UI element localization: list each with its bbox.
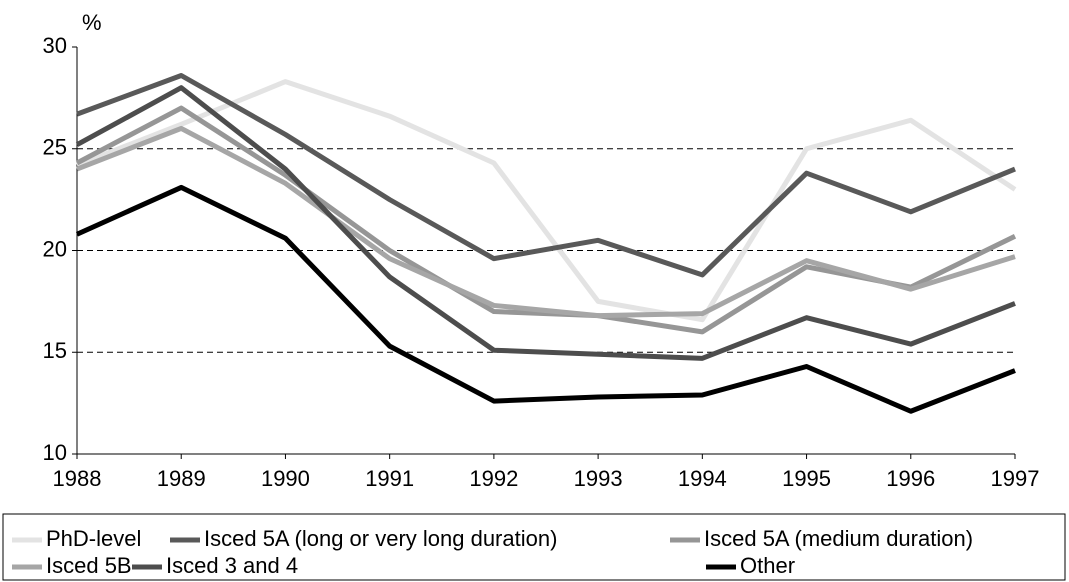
series-line xyxy=(75,85,1016,361)
legend-label: Isced 5A (long or very long duration) xyxy=(204,526,557,551)
legend-label: Isced 5A (medium duration) xyxy=(704,526,973,551)
x-tick-label: 1993 xyxy=(574,466,623,491)
x-tick-label: 1990 xyxy=(261,466,310,491)
legend-label: Isced 3 and 4 xyxy=(166,553,298,578)
series-line xyxy=(76,125,1016,319)
x-tick-label: 1989 xyxy=(157,466,206,491)
x-tick-label: 1994 xyxy=(678,466,727,491)
y-tick-label: 25 xyxy=(43,135,67,160)
x-tick-label: 1988 xyxy=(53,466,102,491)
legend-label: PhD-level xyxy=(46,526,141,551)
series-line xyxy=(75,184,1016,414)
series-line xyxy=(75,105,1017,335)
x-tick-label: 1992 xyxy=(469,466,518,491)
legend-label: Isced 5B xyxy=(46,553,132,578)
x-tick-label: 1991 xyxy=(365,466,414,491)
legend-box xyxy=(2,513,1066,581)
x-tick-label: 1995 xyxy=(782,466,831,491)
y-tick-label: 10 xyxy=(43,440,67,465)
y-tick-label: 20 xyxy=(43,236,67,261)
series-line xyxy=(76,72,1016,278)
legend-label: Other xyxy=(740,553,795,578)
y-tick-label: 30 xyxy=(43,33,67,58)
x-tick-label: 1996 xyxy=(886,466,935,491)
y-tick-label: 15 xyxy=(43,338,67,363)
x-tick-label: 1997 xyxy=(991,466,1040,491)
y-axis-label: % xyxy=(82,10,102,35)
